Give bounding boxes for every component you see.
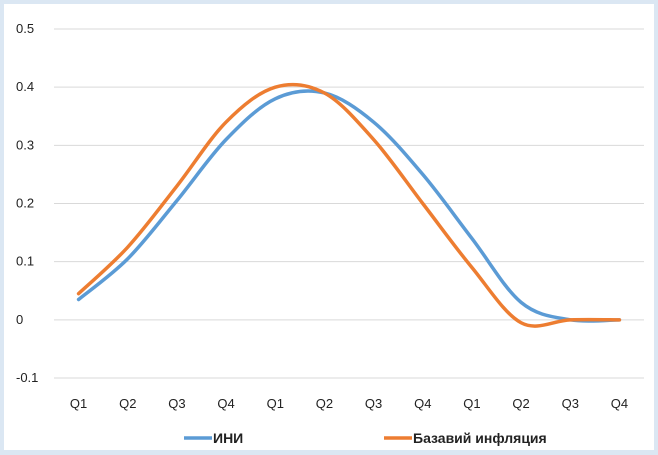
y-tick-label: 0.3 [16,137,34,152]
x-tick-label: Q4 [414,396,431,411]
chart-frame: -0.1 0 0.1 0.2 0.3 0.4 0.5 Q1 Q2 Q3 Q4 Q1 Q2 Q3 Q4 Q1 Q… [4,4,654,450]
x-tick-label: Q1 [267,396,284,411]
series-line-0 [76,89,622,323]
y-tick-label: 0.5 [16,21,34,36]
x-tick-label: Q3 [168,396,185,411]
series-line-1 [76,82,622,328]
x-tick-label: Q2 [316,396,333,411]
x-tick-label: Q3 [562,396,579,411]
line-chart: -0.1 0 0.1 0.2 0.3 0.4 0.5 Q1 Q2 Q3 Q4 Q1 Q2 Q3 Q4 Q1 Q… [16,21,644,446]
legend-label: ИНИ [213,430,243,446]
y-tick-label: 0.1 [16,254,34,269]
y-tick-label: 0.4 [16,79,34,94]
x-tick-label: Q1 [463,396,480,411]
x-tick-label: Q2 [512,396,529,411]
legend-label: Базавий инфляция [413,430,547,446]
x-tick-label: Q4 [217,396,234,411]
y-tick-label: -0.1 [16,370,38,385]
x-tick-label: Q3 [365,396,382,411]
x-tick-label: Q2 [119,396,136,411]
x-tick-label: Q4 [611,396,628,411]
y-tick-label: 0 [16,312,23,327]
x-tick-label: Q1 [70,396,87,411]
y-tick-label: 0.2 [16,196,34,211]
